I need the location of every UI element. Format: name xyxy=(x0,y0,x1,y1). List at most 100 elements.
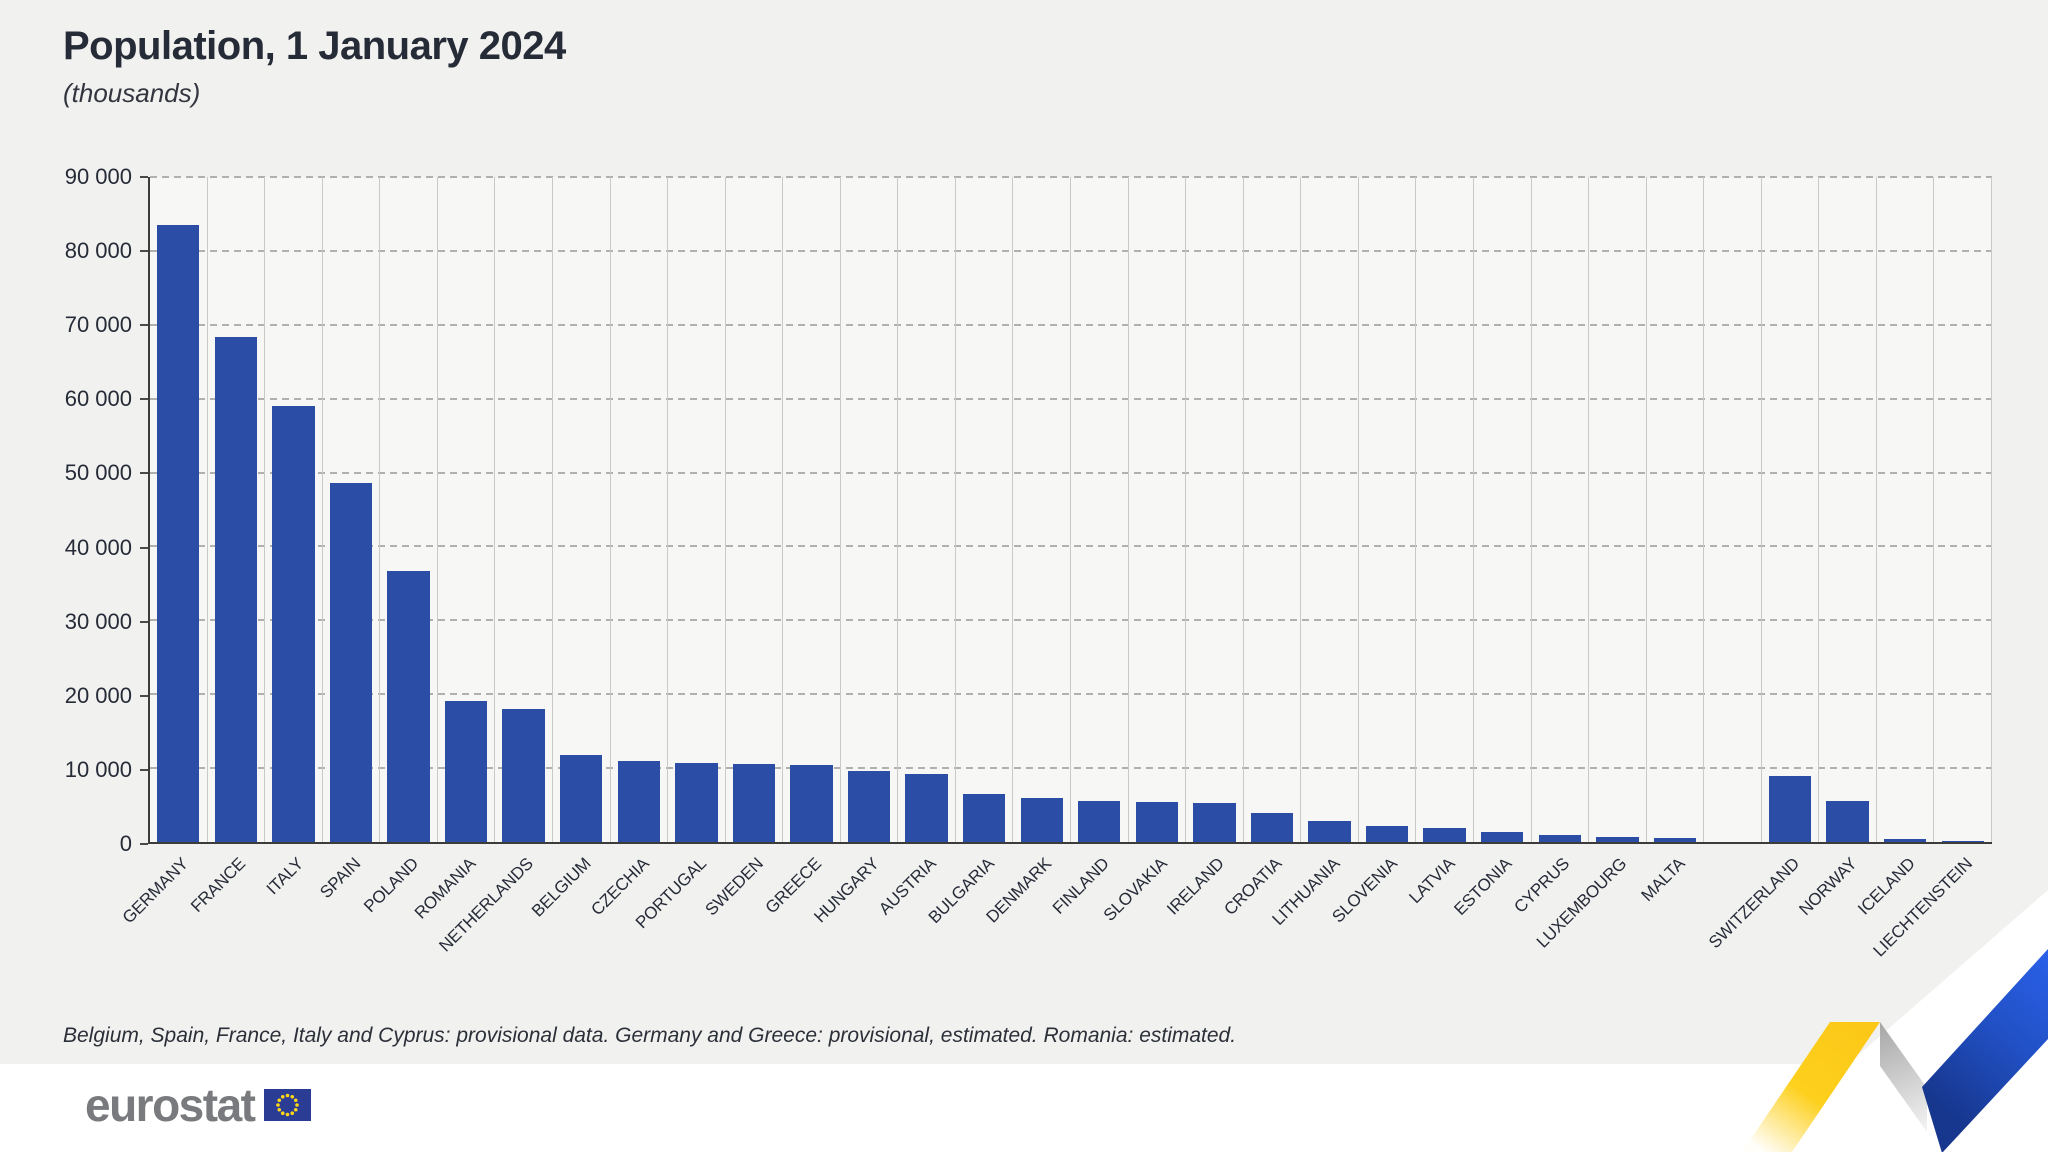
bar xyxy=(847,771,891,842)
x-axis-label: SWEDEN xyxy=(701,854,768,920)
horizontal-gridline xyxy=(150,693,1992,696)
horizontal-gridline xyxy=(150,619,1992,622)
bar-column: LATVIA xyxy=(1405,177,1474,907)
bar-column: SLOVENIA xyxy=(1328,177,1417,926)
bar-column: POLAND xyxy=(360,177,438,916)
bar xyxy=(1078,800,1121,842)
bar-column: PORTUGAL xyxy=(632,177,726,932)
bar xyxy=(790,765,833,842)
bar-column: MALTA xyxy=(1637,177,1705,905)
chart-panel: Population, 1 January 2024 (thousands) 0… xyxy=(0,0,2048,1064)
flag-star xyxy=(276,1103,281,1107)
bar-column: GERMANY xyxy=(118,177,208,927)
eurostat-wordmark: eurostat xyxy=(85,1079,256,1131)
horizontal-gridline xyxy=(150,767,1992,770)
bar-column: FINLAND xyxy=(1049,177,1129,918)
x-axis-label: IRELAND xyxy=(1163,854,1228,919)
y-axis-tick xyxy=(140,250,148,253)
bar xyxy=(157,225,200,842)
horizontal-gridline xyxy=(150,471,1992,474)
flag-star xyxy=(277,1107,282,1112)
bar xyxy=(617,761,660,842)
footer xyxy=(0,1064,2048,1152)
bar-column: BELGIUM xyxy=(528,177,611,921)
bar xyxy=(1481,831,1524,842)
ribbon-gray-fold xyxy=(1880,1022,1927,1132)
y-axis-tick xyxy=(140,620,148,623)
bar xyxy=(1826,801,1869,842)
bar xyxy=(1883,839,1927,842)
y-axis-label: 50 000 xyxy=(64,460,132,486)
ribbon-yellow-stroke xyxy=(1742,1022,1880,1152)
bar-column: ESTONIA xyxy=(1451,177,1532,919)
bar xyxy=(675,763,718,842)
flag-star xyxy=(286,1112,290,1117)
bar xyxy=(560,754,603,842)
chart-subtitle: (thousands) xyxy=(63,78,201,108)
bar xyxy=(1193,802,1236,842)
bar-column: CYPRUS xyxy=(1511,177,1590,917)
y-axis-label: 90 000 xyxy=(64,164,132,189)
horizontal-gridline xyxy=(150,323,1992,326)
y-axis-label: 70 000 xyxy=(64,312,132,338)
y-axis-tick xyxy=(140,694,148,697)
bar-column: HUNGARY xyxy=(810,177,899,926)
bar xyxy=(444,701,488,842)
bar-column: BULGARIA xyxy=(924,177,1014,927)
flag-star xyxy=(295,1103,300,1107)
bar xyxy=(1365,826,1409,842)
bar-column: ICELAND xyxy=(1854,177,1935,919)
flag-star xyxy=(290,1094,295,1099)
y-axis-label: 0 xyxy=(119,831,132,856)
y-axis-tick xyxy=(140,398,148,401)
bar xyxy=(1135,801,1179,842)
bar-column: NETHERLANDS xyxy=(436,177,553,955)
bar xyxy=(905,774,948,842)
bar xyxy=(962,794,1006,842)
y-axis: 0 10 000 20 000 30 000 40 000 50 000 60 000 70 … xyxy=(0,166,148,855)
chart-title: Population, 1 January 2024 xyxy=(63,24,566,68)
bar-column: ITALY xyxy=(262,177,323,898)
bar-column: SLOVAKIA xyxy=(1099,177,1187,925)
x-axis-label: GERMANY xyxy=(118,854,192,928)
x-axis-label: LATVIA xyxy=(1404,854,1459,908)
flag-star xyxy=(277,1098,282,1103)
bar xyxy=(272,406,315,842)
bar xyxy=(502,709,545,842)
bar xyxy=(329,482,373,842)
bar-column: LIECHTENSTEIN xyxy=(1870,177,1992,960)
bar-column: SWITZERLAND xyxy=(1705,177,1820,952)
bar xyxy=(1020,797,1063,842)
y-axis-tick xyxy=(140,472,148,475)
horizontal-gridline xyxy=(150,176,1992,178)
bar-column: ROMANIA xyxy=(411,177,496,923)
x-axis-label: ESTONIA xyxy=(1450,854,1516,919)
bar-column: AUSTRIA xyxy=(875,177,956,919)
bar-column: DENMARK xyxy=(983,177,1071,927)
y-axis-label: 20 000 xyxy=(64,682,132,708)
bar xyxy=(214,336,258,842)
bar-column: LUXEMBOURG xyxy=(1533,177,1647,952)
bar-column: GREECE xyxy=(762,177,841,917)
bar xyxy=(1250,813,1294,842)
flag-star xyxy=(281,1094,286,1099)
flag-star xyxy=(281,1111,286,1116)
x-axis-label: BELGIUM xyxy=(528,854,595,921)
y-axis-label: 80 000 xyxy=(64,238,132,264)
bar-column: CZECHIA xyxy=(587,177,669,919)
bar-column: CROATIA xyxy=(1220,177,1302,919)
y-axis-tick xyxy=(140,176,148,178)
horizontal-gridline xyxy=(150,545,1992,548)
bar xyxy=(1941,841,1984,842)
flag-star xyxy=(294,1098,299,1103)
bar-column: NORWAY xyxy=(1796,177,1877,919)
y-axis-label: 40 000 xyxy=(64,534,132,560)
eurostat-logo: eurostat xyxy=(85,1079,312,1131)
x-axis-label: FRANCE xyxy=(187,854,250,917)
y-axis-tick xyxy=(140,546,148,549)
bar-column: SWEDEN xyxy=(702,177,784,919)
y-axis-label: 10 000 xyxy=(64,756,132,782)
bar-column: SPAIN xyxy=(316,177,381,902)
bar-column: IRELAND xyxy=(1163,177,1244,919)
